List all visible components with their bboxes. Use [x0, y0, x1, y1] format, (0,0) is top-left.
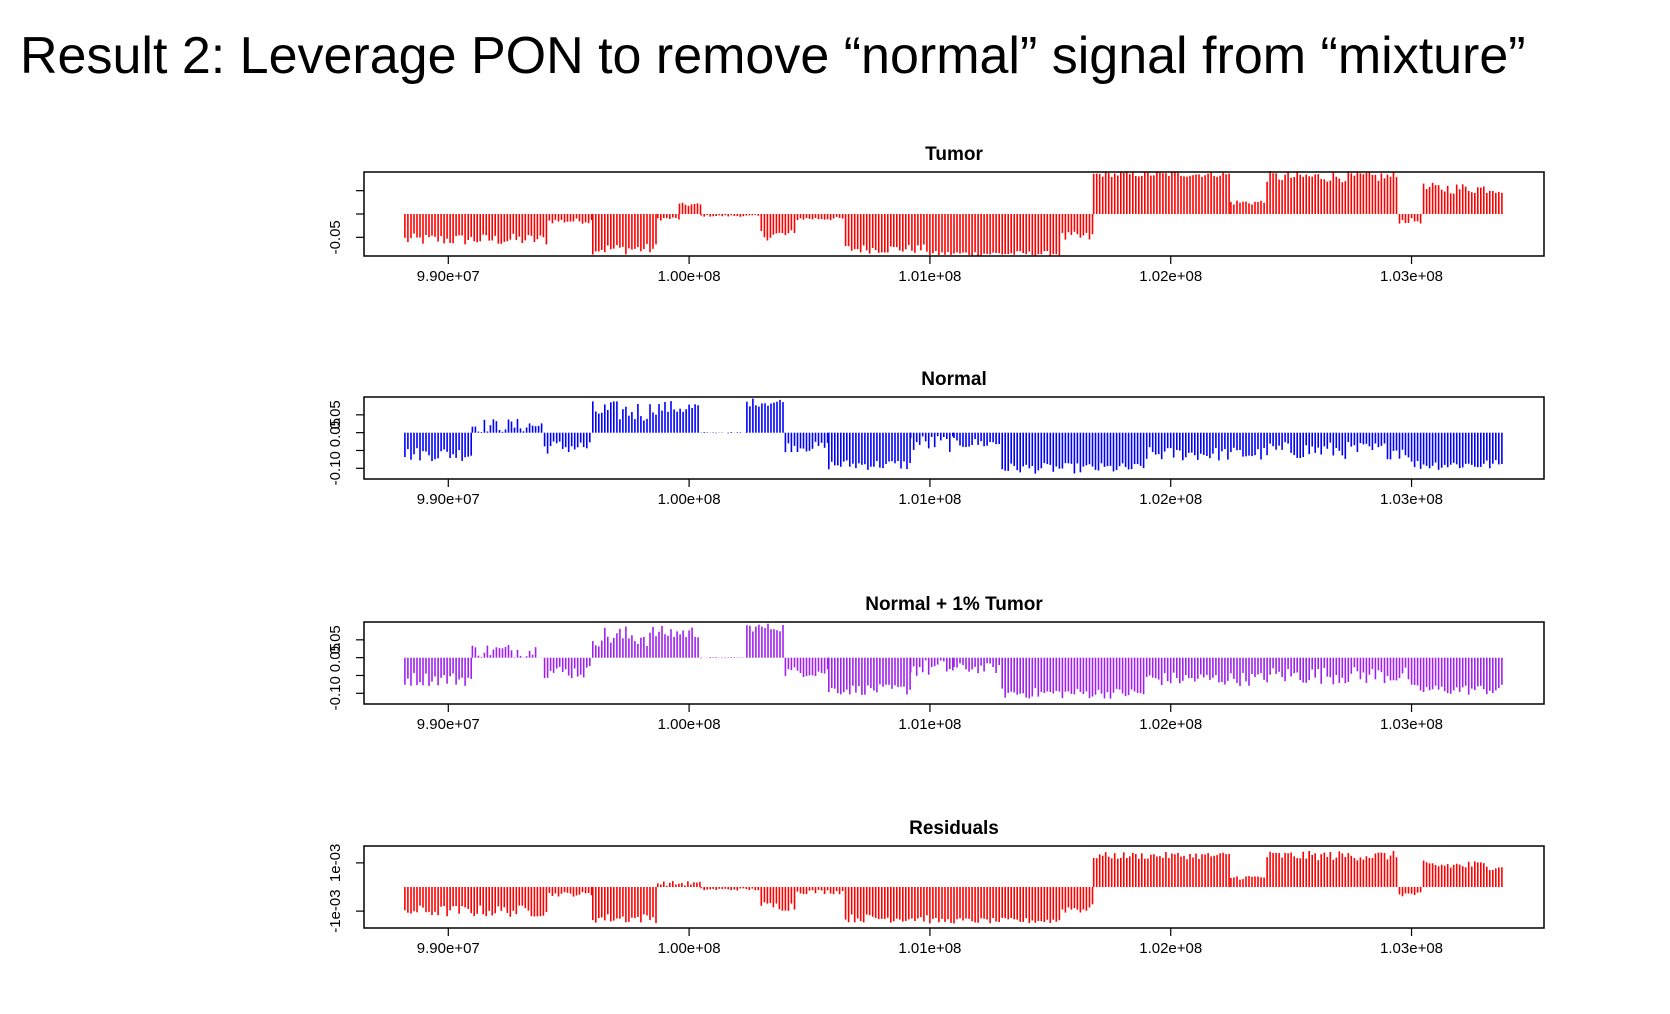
x-tick-label: 1.02e+08 — [1139, 268, 1202, 285]
chart-panel: Tumor 9.90e+07 1.00e+08 1.01e+08 1.02e+08 1.0… — [327, 144, 1545, 285]
plot-frame — [363, 396, 1545, 480]
chart-panel: Normal 9.90e+07 1.00e+08 1.01e+08 1.02e+08 1.… — [327, 369, 1545, 508]
x-tick-label: 9.90e+07 — [417, 268, 480, 285]
chart-title: Normal + 1% Tumor — [865, 594, 1043, 615]
chart-panel: Residuals 9.90e+07 1.00e+08 1.01e+08 1.02e+0… — [327, 818, 1545, 957]
x-tick-label: 1.03e+08 — [1380, 716, 1443, 733]
x-tick-label: 1.00e+08 — [658, 940, 721, 957]
x-tick-label: 1.03e+08 — [1380, 268, 1443, 285]
y-tick-label: 0.05 — [327, 643, 344, 672]
slide-title: Result 2: Leverage PON to remove “normal… — [20, 27, 1526, 85]
y-tick-label: -1e-03 — [327, 889, 344, 932]
x-tick-label: 9.90e+07 — [417, 940, 480, 957]
y-tick-label: 0.05 — [327, 418, 344, 447]
x-tick-label: 9.90e+07 — [417, 491, 480, 508]
x-tick-label: 1.01e+08 — [898, 940, 961, 957]
y-tick-label: -0.10 — [327, 676, 344, 710]
chart-title: Normal — [921, 369, 986, 390]
y-tick-label: -0.10 — [327, 451, 344, 485]
plot-frame — [363, 621, 1545, 705]
x-tick-label: 1.00e+08 — [658, 716, 721, 733]
x-tick-label: 1.03e+08 — [1380, 940, 1443, 957]
x-tick-label: 9.90e+07 — [417, 716, 480, 733]
chart-title: Tumor — [925, 144, 983, 165]
x-tick-label: 1.01e+08 — [898, 268, 961, 285]
chart-panel: Normal + 1% Tumor 9.90e+07 1.00e+08 1.01e+0… — [327, 594, 1545, 733]
x-tick-label: 1.00e+08 — [658, 491, 721, 508]
x-tick-label: 1.03e+08 — [1380, 491, 1443, 508]
x-tick-label: 1.01e+08 — [898, 716, 961, 733]
x-tick-label: 1.02e+08 — [1139, 716, 1202, 733]
chart-title: Residuals — [909, 818, 999, 839]
x-tick-label: 1.02e+08 — [1139, 491, 1202, 508]
y-tick-label: 0.05 — [327, 625, 344, 654]
y-tick-label: 1e-03 — [327, 844, 344, 882]
y-tick-label: 0.05 — [327, 400, 344, 429]
y-tick-label: -0.05 — [327, 220, 344, 254]
x-tick-label: 1.01e+08 — [898, 491, 961, 508]
x-tick-label: 1.00e+08 — [658, 268, 721, 285]
plot-frame — [363, 845, 1545, 929]
x-tick-label: 1.02e+08 — [1139, 940, 1202, 957]
